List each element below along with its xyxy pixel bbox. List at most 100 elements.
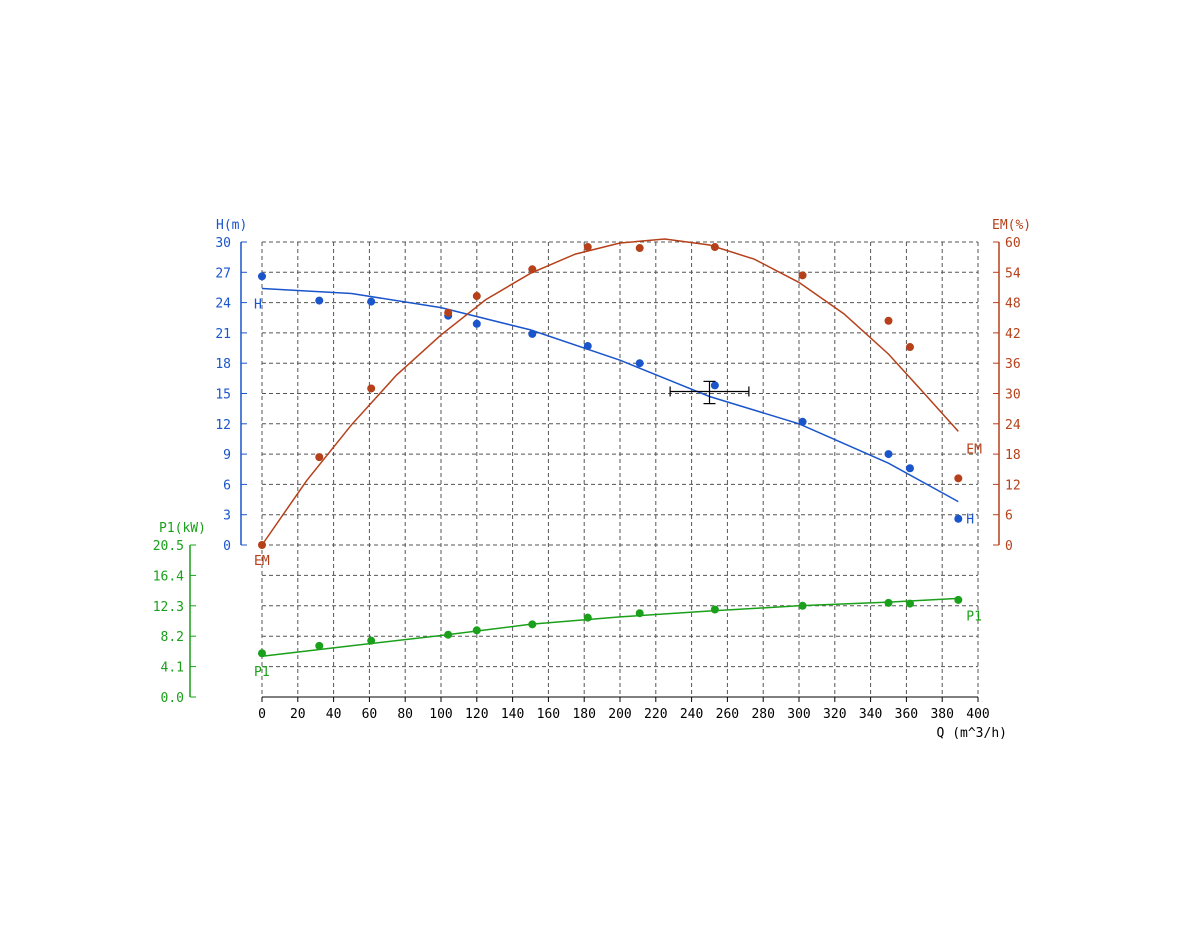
x-tick-label: 160 <box>537 707 560 722</box>
h-tick-label: 0 <box>223 539 231 554</box>
em-tick-label: 24 <box>1005 418 1021 433</box>
p1-point <box>583 613 592 622</box>
x-tick-label: 80 <box>397 707 413 722</box>
p1-tick-label: 4.1 <box>161 661 184 676</box>
em-point <box>258 541 266 549</box>
x-tick-label: 360 <box>895 707 918 722</box>
x-tick-label: 300 <box>787 707 810 722</box>
p1-point <box>798 601 807 610</box>
h-fit-line <box>261 287 959 503</box>
h-tick-label: 27 <box>215 266 231 281</box>
h-tick-label: 30 <box>215 236 231 251</box>
marks <box>258 238 963 658</box>
p1-fit-line <box>261 597 959 657</box>
h-point <box>472 319 481 328</box>
h-tick-label: 6 <box>223 478 231 493</box>
x-tick-label: 0 <box>258 707 266 722</box>
h-point <box>905 464 914 473</box>
p1-series-label-end: P1 <box>966 609 982 624</box>
p1-point <box>905 599 914 608</box>
em-point <box>583 243 592 252</box>
x-tick-label: 180 <box>572 707 595 722</box>
p1-tick-label: 20.5 <box>153 539 184 554</box>
h-point <box>954 514 963 523</box>
em-point <box>315 453 324 462</box>
x-tick-label: 380 <box>930 707 953 722</box>
x-tick-label: 200 <box>608 707 631 722</box>
em-point <box>472 292 481 301</box>
p1-point <box>258 649 266 658</box>
x-tick-label: 100 <box>429 707 452 722</box>
x-tick-label: 240 <box>680 707 703 722</box>
h-series-label-start: H <box>254 297 262 312</box>
x-tick-label: 140 <box>501 707 524 722</box>
em-tick-label: 36 <box>1005 357 1021 372</box>
h-point <box>635 359 644 368</box>
em-point <box>884 316 893 325</box>
labels: 0 20 40 60 80 100 120 140 160 180 200 220 240 260 280 3… <box>153 218 1031 741</box>
h-point <box>583 342 592 351</box>
h-point <box>528 329 537 338</box>
em-tick-label: 60 <box>1005 236 1021 251</box>
p1-series-label-start: P1 <box>254 665 270 680</box>
axes <box>189 241 1000 702</box>
h-point <box>798 417 807 426</box>
p1-tick-label: 16.4 <box>153 569 184 584</box>
x-tick-label: 20 <box>290 707 306 722</box>
p1-point <box>710 605 719 614</box>
h-tick-label: 15 <box>215 388 231 403</box>
h-point <box>884 450 893 459</box>
em-tick-label: 0 <box>1005 539 1013 554</box>
em-point <box>710 243 719 252</box>
p1-point <box>367 636 376 645</box>
em-tick-label: 48 <box>1005 297 1021 312</box>
em-series-label-end: EM <box>966 442 982 457</box>
em-point <box>798 271 807 280</box>
h-tick-label: 3 <box>223 509 231 524</box>
em-point <box>367 384 376 393</box>
em-series-label-start: EM <box>254 554 270 569</box>
p1-point <box>635 609 644 618</box>
x-tick-label: 400 <box>966 707 989 722</box>
h-tick-label: 24 <box>215 297 231 312</box>
p1-tick-label: 0.0 <box>161 691 184 706</box>
x-tick-label: 120 <box>465 707 488 722</box>
p1-axis-label: P1(kW) <box>159 521 206 536</box>
operating-point <box>669 380 750 405</box>
p1-tick-label: 8.2 <box>161 630 184 645</box>
p1-point <box>884 598 893 607</box>
p1-point <box>315 641 324 650</box>
x-tick-label: 320 <box>823 707 846 722</box>
h-point <box>367 297 376 306</box>
h-point <box>315 296 324 305</box>
x-tick-label: 280 <box>751 707 774 722</box>
p1-tick-label: 12.3 <box>153 600 184 615</box>
h-tick-label: 12 <box>215 418 231 433</box>
x-tick-label: 340 <box>859 707 882 722</box>
h-series-label-end: H <box>966 513 974 528</box>
em-tick-label: 18 <box>1005 448 1021 463</box>
h-tick-label: 18 <box>215 357 231 372</box>
x-tick-label: 60 <box>362 707 378 722</box>
em-point <box>905 343 914 352</box>
em-axis-label: EM(%) <box>992 218 1031 233</box>
em-point <box>444 308 453 317</box>
x-tick-label: 40 <box>326 707 342 722</box>
p1-point <box>954 595 963 604</box>
em-point <box>528 265 537 274</box>
h-point <box>258 272 266 281</box>
em-tick-label: 54 <box>1005 266 1021 281</box>
h-axis-label: H(m) <box>216 218 247 233</box>
h-tick-label: 9 <box>223 448 231 463</box>
p1-point <box>444 630 453 639</box>
em-tick-label: 42 <box>1005 327 1021 342</box>
em-tick-label: 12 <box>1005 478 1021 493</box>
em-point <box>635 244 644 253</box>
em-fit-line <box>261 238 959 546</box>
grid <box>261 241 979 698</box>
p1-point <box>472 626 481 635</box>
em-point <box>954 474 963 483</box>
x-axis-label: Q (m^3/h) <box>937 726 1007 741</box>
h-tick-label: 21 <box>215 327 231 342</box>
